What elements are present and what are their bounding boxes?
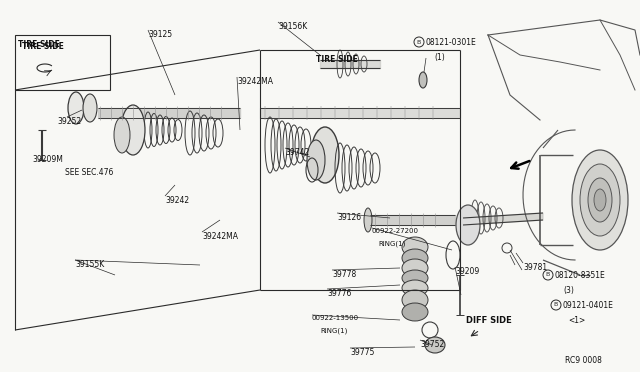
Ellipse shape	[456, 205, 480, 245]
Text: 39209: 39209	[455, 267, 479, 276]
Text: 39775: 39775	[350, 348, 374, 357]
Ellipse shape	[425, 337, 445, 353]
Ellipse shape	[402, 290, 428, 310]
Ellipse shape	[402, 270, 428, 286]
Text: RING(1): RING(1)	[320, 327, 348, 334]
Ellipse shape	[594, 189, 606, 211]
Text: TIRE SIDE: TIRE SIDE	[316, 55, 358, 64]
Polygon shape	[98, 108, 240, 118]
Text: 00922-27200: 00922-27200	[372, 228, 419, 234]
Text: 39242: 39242	[165, 196, 189, 205]
Ellipse shape	[402, 249, 428, 267]
Polygon shape	[260, 108, 460, 118]
Text: B: B	[546, 273, 550, 278]
Text: <1>: <1>	[568, 316, 585, 325]
Ellipse shape	[68, 92, 84, 124]
Ellipse shape	[83, 94, 97, 122]
Text: 39781: 39781	[523, 263, 547, 272]
Text: SEE SEC.476: SEE SEC.476	[65, 168, 113, 177]
Text: RING(1): RING(1)	[378, 240, 405, 247]
Text: 39742: 39742	[285, 148, 309, 157]
Text: TIRE SIDE: TIRE SIDE	[22, 42, 64, 51]
Ellipse shape	[364, 208, 372, 232]
Text: 39156K: 39156K	[278, 22, 307, 31]
Ellipse shape	[307, 140, 325, 180]
Text: 39126: 39126	[337, 213, 361, 222]
Text: (3): (3)	[563, 286, 574, 295]
Polygon shape	[320, 60, 380, 68]
Text: 09121-0401E: 09121-0401E	[563, 301, 614, 310]
Text: 39242MA: 39242MA	[237, 77, 273, 86]
Text: B: B	[417, 39, 421, 45]
Text: 08120-8351E: 08120-8351E	[555, 271, 605, 280]
Polygon shape	[370, 215, 455, 225]
Text: (1): (1)	[434, 53, 445, 62]
Bar	[15, 35, 110, 90]
Ellipse shape	[402, 237, 428, 257]
Ellipse shape	[580, 164, 620, 236]
Ellipse shape	[121, 105, 145, 155]
Text: 39242MA: 39242MA	[202, 232, 238, 241]
Ellipse shape	[572, 150, 628, 250]
Text: 00922-13500: 00922-13500	[312, 315, 359, 321]
Text: 39155K: 39155K	[75, 260, 104, 269]
Text: B: B	[554, 302, 558, 308]
Ellipse shape	[402, 303, 428, 321]
Polygon shape	[463, 213, 543, 225]
Ellipse shape	[311, 127, 339, 183]
Text: RC9 0008: RC9 0008	[565, 356, 602, 365]
Text: 39752: 39752	[420, 340, 444, 349]
Text: 39209M: 39209M	[32, 155, 63, 164]
Ellipse shape	[402, 259, 428, 277]
Text: 39776: 39776	[327, 289, 351, 298]
Text: 39252: 39252	[57, 117, 81, 126]
Text: 08121-0301E: 08121-0301E	[426, 38, 477, 47]
Text: TIRE SIDE: TIRE SIDE	[18, 40, 60, 49]
Text: 39125: 39125	[148, 30, 172, 39]
Ellipse shape	[588, 178, 612, 222]
Ellipse shape	[114, 117, 130, 153]
Ellipse shape	[402, 280, 428, 296]
Ellipse shape	[419, 72, 427, 88]
Text: DIFF SIDE: DIFF SIDE	[466, 316, 512, 325]
Text: 39778: 39778	[332, 270, 356, 279]
